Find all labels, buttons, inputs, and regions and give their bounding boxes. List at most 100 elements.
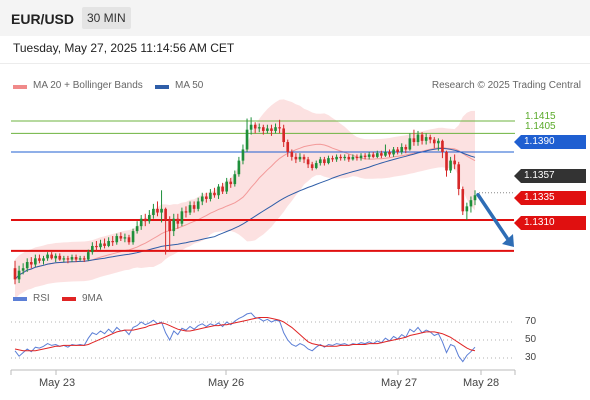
candle-body [213, 192, 216, 196]
candle-body [261, 127, 265, 131]
candle-body [351, 156, 355, 160]
candle-body [306, 159, 310, 165]
candle-body [58, 255, 62, 260]
candle-body [156, 208, 159, 213]
symbol-title: EUR/USD [11, 11, 75, 27]
candle-body [445, 151, 448, 171]
candle-body [91, 245, 94, 253]
candle-body [123, 237, 127, 239]
candle-body [404, 147, 408, 150]
candle-body [314, 163, 318, 169]
candle-body [343, 156, 347, 159]
candle-body [335, 156, 338, 160]
candle-body [266, 128, 269, 131]
candle-body [29, 262, 33, 265]
candle-body [143, 218, 147, 222]
candle-body [327, 158, 330, 164]
candle-body [245, 129, 249, 150]
candle-body [278, 127, 281, 129]
candle-body [66, 258, 70, 260]
candle-body [396, 149, 399, 152]
candle-body [270, 128, 273, 131]
last-price-tag: 1.1357 [514, 169, 586, 183]
candle-body [221, 186, 224, 192]
bollinger-swatch [13, 85, 27, 89]
bollinger-band [15, 99, 475, 300]
candle-body [412, 138, 416, 143]
candle-body [46, 254, 49, 259]
rsi-level-50: 50 [525, 334, 537, 345]
candle-body [347, 156, 351, 160]
candle-body [176, 218, 180, 224]
candle-body [119, 236, 123, 239]
candle-body [380, 153, 383, 156]
candle-body [25, 262, 29, 269]
candle-body [286, 142, 290, 152]
candle-body [432, 139, 436, 144]
candle-body [274, 127, 277, 131]
candle-body [172, 218, 176, 232]
bollinger-label: MA 20 + Bollinger Bands [33, 80, 143, 91]
candle-body [323, 159, 326, 164]
candle-body [359, 155, 363, 159]
forecast-arrow-head [502, 233, 514, 247]
level-1415-label: 1.1415 [525, 111, 556, 122]
candle-body [469, 200, 473, 207]
candle-body [107, 241, 110, 246]
candle-body [168, 219, 172, 232]
candle-body [388, 151, 391, 155]
timestamp: Tuesday, May 27, 2025 11:14:56 AM CET [13, 41, 235, 55]
ma9-label: 9MA [82, 293, 103, 304]
x-label-may23: May 23 [39, 377, 76, 389]
candle-body [184, 211, 188, 213]
candle-body [408, 138, 412, 150]
candle-body [70, 257, 74, 260]
timeframe-button[interactable]: 30 MIN [82, 7, 131, 29]
credit-text: Research © 2025 Trading Central [431, 80, 581, 91]
candle-body [241, 149, 245, 161]
candle-body [225, 181, 229, 192]
candle-body [99, 243, 102, 248]
candle-body [437, 140, 440, 144]
candle-body [302, 156, 306, 160]
candle-body [217, 186, 220, 196]
candle-body [148, 215, 151, 222]
candle-body [192, 205, 196, 209]
candle-body [13, 268, 17, 280]
candle-body [34, 258, 37, 265]
candle-body [95, 245, 98, 248]
candle-body [38, 258, 41, 261]
rsi-label: RSI [33, 293, 50, 304]
candle-body [371, 154, 375, 157]
ma9-swatch [62, 297, 76, 301]
x-label-may27: May 27 [381, 377, 418, 389]
candle-body [196, 201, 200, 209]
candle-body [355, 156, 359, 159]
candle-body [127, 237, 131, 243]
candle-body [420, 134, 424, 141]
x-label-may28: May 28 [463, 377, 500, 389]
candle-body [441, 140, 444, 152]
candle-body [209, 192, 212, 199]
candle-body [392, 149, 395, 155]
candle-body [21, 268, 25, 271]
level-1405-label: 1.1405 [525, 121, 556, 132]
candle-body [50, 254, 53, 259]
candle-body [310, 164, 314, 169]
candle-body [115, 236, 119, 243]
candle-body [367, 154, 371, 157]
support-1310-tag: 1.1310 [514, 216, 586, 230]
rsi-line [14, 312, 476, 363]
divider [0, 63, 590, 64]
x-label-may26: May 26 [208, 377, 245, 389]
support-1335-tag: 1.1335 [514, 191, 586, 205]
candle-body [205, 196, 208, 199]
candle-body [363, 155, 367, 157]
candle-body [384, 151, 387, 156]
candle-body [331, 158, 334, 160]
chart-header: EUR/USD 30 MIN [0, 0, 590, 36]
ma50-line [14, 147, 476, 280]
candle-body [82, 258, 86, 260]
candle-body [42, 258, 45, 261]
